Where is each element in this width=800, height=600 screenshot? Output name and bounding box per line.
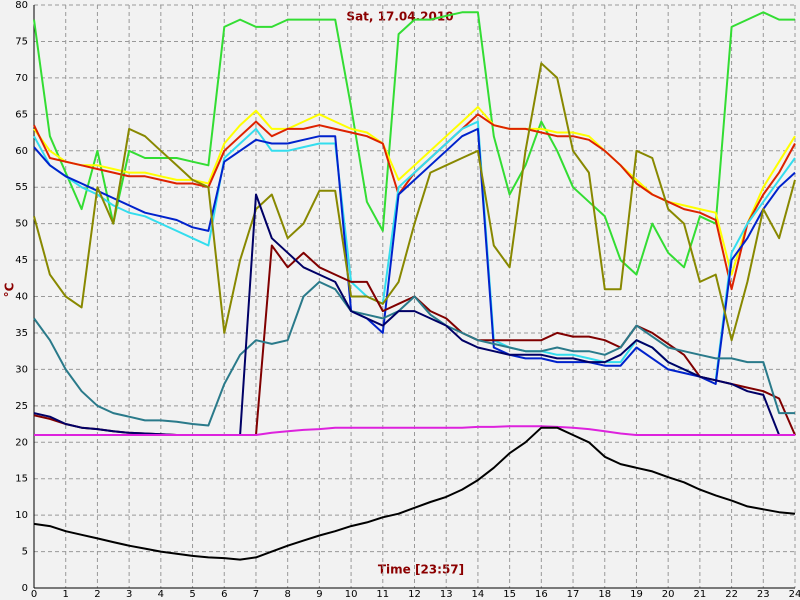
- y-tick-label: 60: [15, 146, 28, 157]
- y-tick-label: 35: [15, 328, 28, 339]
- x-tick-label: 23: [757, 589, 770, 600]
- y-tick-label: 10: [15, 510, 28, 521]
- x-tick-label: 7: [253, 589, 259, 600]
- y-tick-label: 25: [15, 401, 28, 412]
- y-tick-label: 75: [15, 36, 28, 47]
- y-tick-label: 30: [15, 364, 28, 375]
- x-tick-label: 3: [126, 589, 132, 600]
- y-tick-label: 5: [22, 547, 28, 558]
- x-tick-label: 2: [94, 589, 100, 600]
- x-tick-label: 4: [158, 589, 164, 600]
- x-tick-label: 5: [189, 589, 195, 600]
- x-tick-label: 21: [694, 589, 707, 600]
- y-tick-label: 15: [15, 474, 28, 485]
- x-tick-label: 12: [408, 589, 421, 600]
- x-tick-label: 24: [789, 589, 800, 600]
- x-tick-label: 16: [535, 589, 548, 600]
- x-tick-label: 10: [345, 589, 358, 600]
- x-tick-label: 6: [221, 589, 227, 600]
- series-line: [33, 280, 795, 427]
- series-line: [33, 62, 796, 342]
- y-tick-label: 40: [15, 292, 28, 303]
- x-tick-label: 17: [567, 589, 580, 600]
- x-axis-label: Time [23:57]: [378, 563, 464, 577]
- x-tick-label: 11: [376, 589, 389, 600]
- y-tick-label: 70: [15, 73, 28, 84]
- y-tick-label: 20: [15, 437, 28, 448]
- x-tick-label: 15: [503, 589, 516, 600]
- y-axis-label: °C: [3, 282, 17, 297]
- x-tick-label: 1: [63, 589, 69, 600]
- y-tick-label: 65: [15, 109, 28, 120]
- y-tick-label: 80: [15, 0, 28, 11]
- x-tick-label: 0: [31, 589, 37, 600]
- y-tick-label: 50: [15, 219, 28, 230]
- series-line: [33, 11, 795, 276]
- x-tick-label: 13: [440, 589, 453, 600]
- x-tick-label: 9: [316, 589, 322, 600]
- x-tick-label: 22: [725, 589, 738, 600]
- x-tick-label: 19: [630, 589, 643, 600]
- chart-title: Sat, 17.04.2010: [346, 10, 453, 24]
- x-tick-label: 18: [598, 589, 611, 600]
- series-line: [33, 426, 796, 561]
- x-tick-label: 8: [284, 589, 290, 600]
- y-tick-label: 0: [22, 583, 28, 594]
- series-line: [34, 425, 795, 436]
- x-tick-label: 14: [472, 589, 485, 600]
- x-tick-label: 20: [662, 589, 675, 600]
- y-tick-label: 45: [15, 255, 28, 266]
- y-tick-label: 55: [15, 182, 28, 193]
- series-line: [33, 127, 796, 385]
